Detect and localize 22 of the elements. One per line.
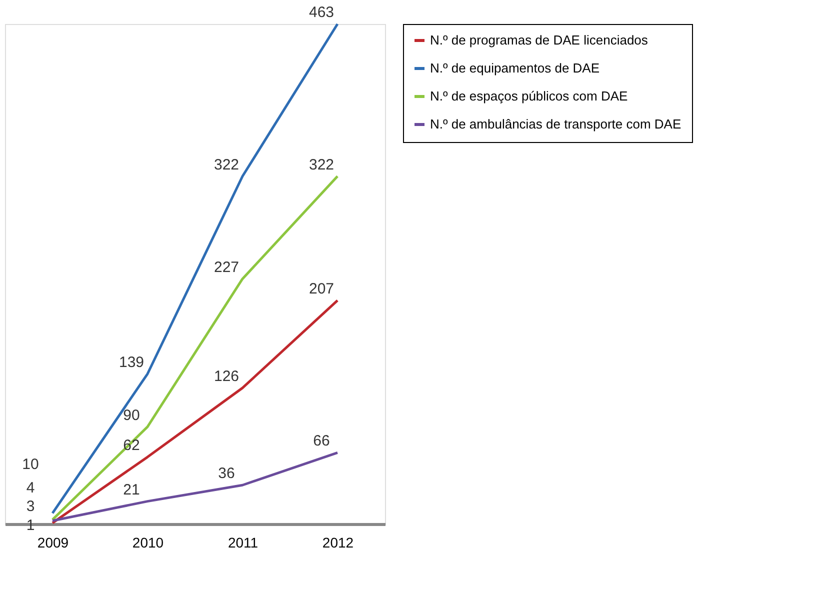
data-label: 90 <box>123 406 140 424</box>
data-label: 139 <box>118 354 144 371</box>
data-label: 126 <box>214 368 240 385</box>
legend-label: N.º de equipamentos de DAE <box>430 60 600 76</box>
legend-label: N.º de ambulâncias de transporte com DAE <box>430 116 682 132</box>
data-label: 66 <box>313 432 330 450</box>
legend-label: N.º de programas de DAE licenciados <box>430 32 648 48</box>
data-label: 36 <box>218 465 235 482</box>
x-tick-label: 2012 <box>322 534 354 550</box>
data-label: 3 <box>26 498 35 515</box>
x-tick-label: 2011 <box>228 534 258 550</box>
data-label: 10 <box>22 456 39 474</box>
data-label: 227 <box>214 258 240 276</box>
x-tick-label: 2010 <box>132 534 164 550</box>
data-label: 322 <box>308 156 334 174</box>
data-label: 322 <box>214 156 240 174</box>
data-label: 4 <box>26 480 35 497</box>
data-label: 21 <box>123 481 140 498</box>
data-label: 207 <box>308 280 334 298</box>
data-label: 463 <box>308 4 334 21</box>
legend-label: N.º de espaços públicos com DAE <box>430 88 628 104</box>
x-tick-label: 2009 <box>37 534 69 550</box>
